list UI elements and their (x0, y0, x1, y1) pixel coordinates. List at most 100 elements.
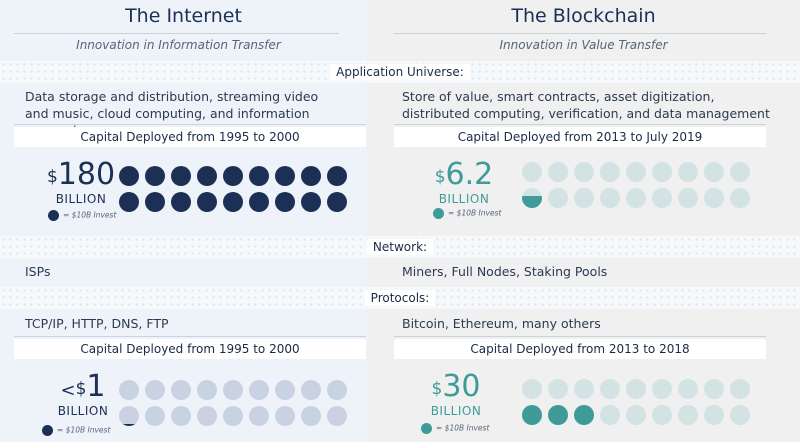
investment-dot (548, 405, 568, 425)
blockchain-title: The Blockchain (511, 5, 656, 27)
currency-symbol: $ (431, 379, 443, 399)
investment-dot-partial-fill (119, 424, 139, 426)
investment-dot (223, 406, 243, 426)
amount-unit: BILLION (438, 192, 490, 206)
investment-dot (145, 166, 165, 186)
legend-dot-icon (48, 210, 59, 221)
legend-dot-icon (421, 423, 432, 434)
investment-dot (600, 379, 620, 399)
investment-dot (600, 188, 620, 208)
investment-dot (171, 380, 191, 400)
investment-dot (275, 192, 295, 212)
blockchain-capital-protocol-legend: = $10B Invest (421, 423, 489, 434)
amount-number: 6.2 (445, 157, 494, 192)
amount-number: 1 (86, 369, 106, 404)
investment-dot (145, 192, 165, 212)
investment-dot (301, 192, 321, 212)
investment-dot (197, 406, 217, 426)
investment-dot (327, 380, 347, 400)
section-application-band: Application Universe: (0, 61, 800, 83)
investment-dot (730, 188, 750, 208)
blockchain-capital-app-amount: $6.2 BILLION (425, 157, 503, 207)
currency-symbol: $ (75, 379, 87, 399)
investment-dot (249, 380, 269, 400)
investment-dot (522, 188, 542, 208)
legend-dot-icon (433, 208, 444, 219)
investment-dot (223, 166, 243, 186)
amount-number: 180 (57, 157, 116, 192)
investment-dot (652, 188, 672, 208)
internet-application-text: Data storage and distribution, streaming… (25, 89, 319, 138)
amount-prefix: < (60, 380, 76, 401)
investment-dot (301, 166, 321, 186)
investment-dot (171, 166, 191, 186)
investment-dot (275, 406, 295, 426)
investment-dot (600, 405, 620, 425)
section-network-band: Network: (0, 236, 800, 258)
investment-dot (574, 405, 594, 425)
blockchain-network-text: Miners, Full Nodes, Staking Pools (402, 264, 608, 279)
internet-capital-app-dot-grid (119, 166, 347, 212)
amount-unit: BILLION (430, 404, 482, 418)
investment-dot (730, 405, 750, 425)
investment-dot (626, 188, 646, 208)
investment-dot (626, 162, 646, 182)
investment-dot (678, 405, 698, 425)
internet-network-text: ISPs (25, 264, 51, 279)
investment-dot (119, 192, 139, 212)
investment-dot (574, 188, 594, 208)
investment-dot (145, 406, 165, 426)
investment-dot (652, 379, 672, 399)
currency-symbol: $ (434, 167, 446, 187)
divider (14, 336, 366, 337)
investment-dot (678, 379, 698, 399)
divider (394, 33, 766, 34)
investment-dot (600, 162, 620, 182)
investment-dot (704, 379, 724, 399)
blockchain-capital-app-legend: = $10B Invest (433, 208, 501, 219)
amount-number: 30 (442, 369, 481, 404)
section-network-label: Network: (366, 239, 434, 255)
investment-dot (327, 406, 347, 426)
investment-dot (171, 192, 191, 212)
divider (14, 33, 339, 34)
blockchain-protocols-text: Bitcoin, Ethereum, many others (402, 316, 601, 331)
investment-dot (275, 166, 295, 186)
legend-text: = $10B Invest (63, 210, 117, 220)
investment-dot (223, 192, 243, 212)
investment-dot (548, 379, 568, 399)
internet-capital-protocol-amount: <$1 BILLION (46, 369, 120, 419)
internet-capital-protocol-dot-grid (119, 380, 347, 426)
investment-dot (249, 406, 269, 426)
investment-dot (119, 406, 139, 426)
internet-protocols-text: TCP/IP, HTTP, DNS, FTP (25, 316, 169, 331)
investment-dot (704, 405, 724, 425)
blockchain-application-text: Store of value, smart contracts, asset d… (402, 89, 770, 121)
investment-dot (548, 162, 568, 182)
investment-dot (574, 379, 594, 399)
investment-dot (327, 166, 347, 186)
investment-dot (678, 188, 698, 208)
internet-subtitle: Innovation in Information Transfer (76, 38, 281, 52)
investment-dot (652, 162, 672, 182)
investment-dot (626, 405, 646, 425)
legend-text: = $10B Invest (436, 423, 490, 433)
amount-unit: BILLION (55, 192, 107, 206)
investment-dot (704, 162, 724, 182)
investment-dot (275, 380, 295, 400)
legend-text: = $10B Invest (448, 208, 502, 218)
investment-dot (678, 162, 698, 182)
blockchain-capital-protocol-dot-grid (522, 379, 750, 425)
internet-capital-app-amount: $180 BILLION (40, 157, 122, 207)
internet-title: The Internet (125, 5, 242, 27)
investment-dot (730, 162, 750, 182)
investment-dot (249, 166, 269, 186)
investment-dot (548, 188, 568, 208)
investment-dot (652, 405, 672, 425)
blockchain-capital-protocol-amount: $30 BILLION (422, 369, 490, 419)
divider (14, 124, 366, 125)
currency-symbol: $ (46, 167, 58, 187)
internet-capital-app-legend: = $10B Invest (48, 210, 116, 221)
investment-dot (730, 379, 750, 399)
section-protocols-band: Protocols: (0, 287, 800, 309)
